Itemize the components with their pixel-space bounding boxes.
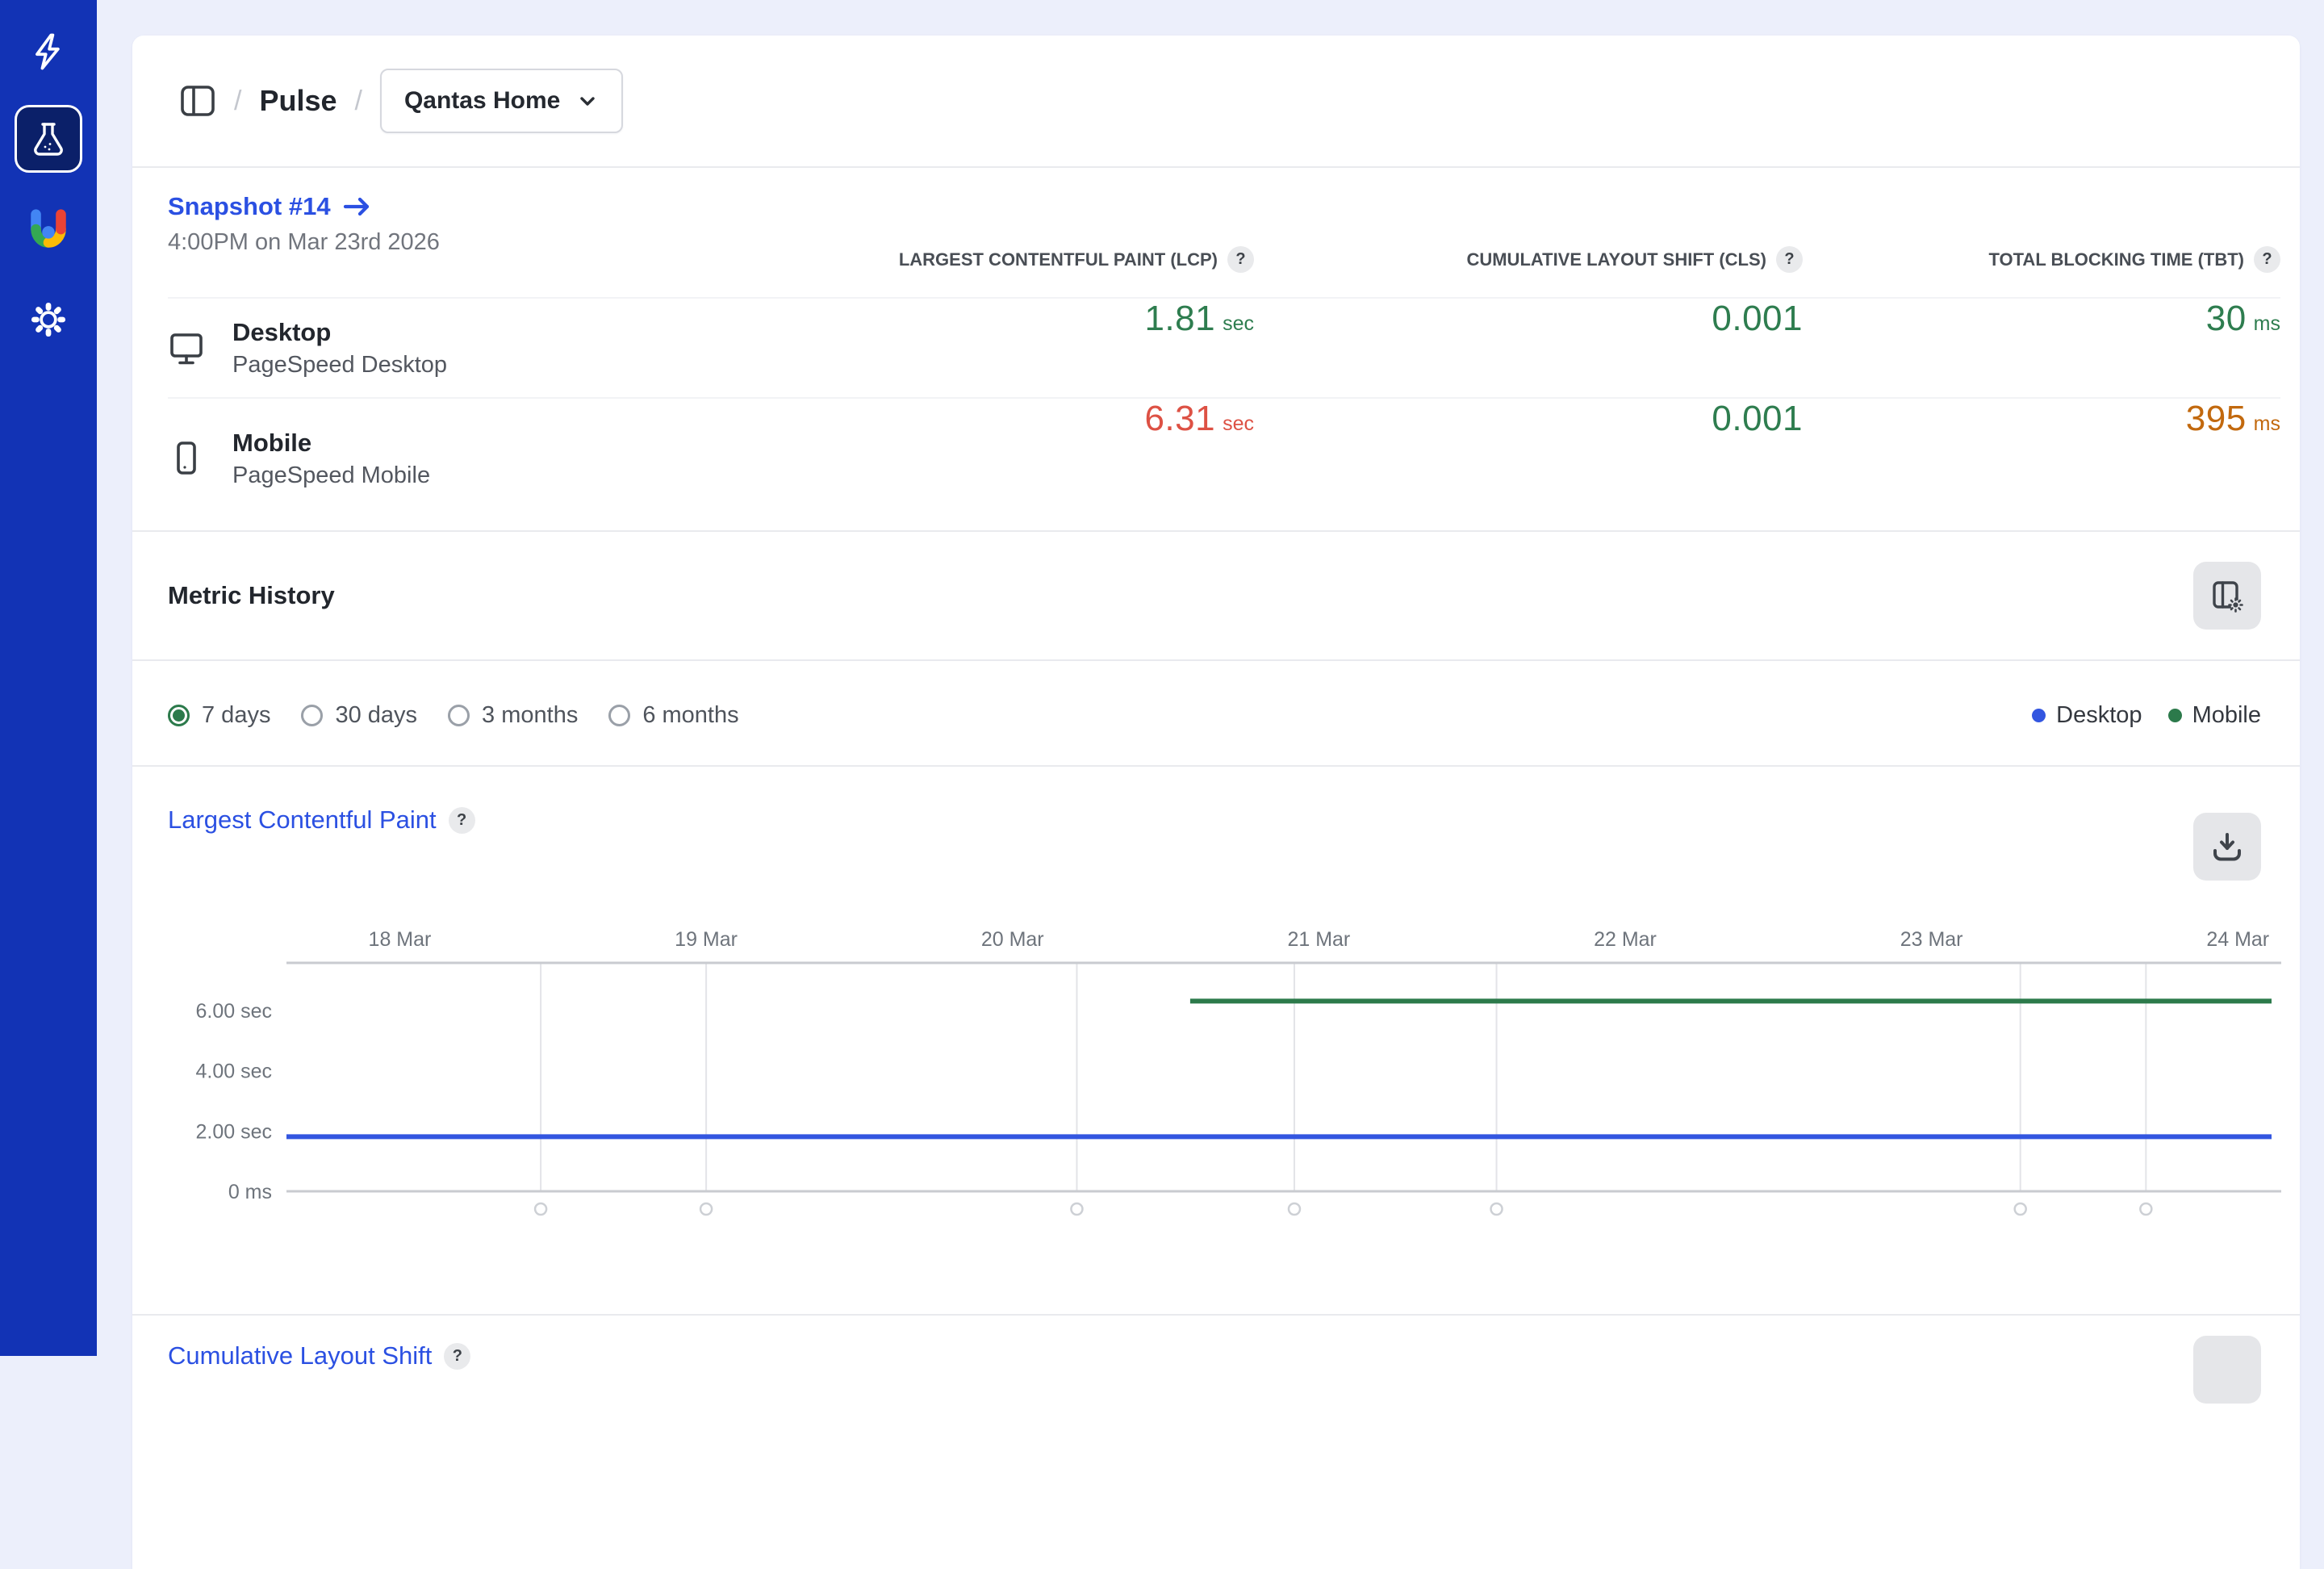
column-header-cls: CUMULATIVE LAYOUT SHIFT (CLS) — [1466, 249, 1766, 270]
device-name: Mobile — [232, 429, 430, 458]
device-source: PageSpeed Mobile — [232, 462, 430, 489]
snapshot-section: Snapshot #14 4:00PM on Mar 23rd 2026 LAR… — [132, 166, 2300, 530]
chevron-down-icon — [576, 90, 599, 112]
x-tick-label: 24 Mar — [2206, 928, 2269, 951]
device-name: Desktop — [232, 318, 447, 347]
column-settings-button[interactable] — [2193, 562, 2261, 630]
table-row-desktop: Desktop PageSpeed Desktop 1.81sec 0.001 … — [168, 297, 2280, 397]
radio-30-days[interactable]: 30 days — [301, 702, 417, 729]
download-chart-button[interactable] — [2193, 813, 2261, 881]
y-tick-label: 4.00 sec — [195, 1061, 272, 1083]
sidebar-item-settings[interactable] — [27, 299, 69, 341]
snapshot-timestamp: 4:00PM on Mar 23rd 2026 — [168, 229, 813, 256]
panel-layout-icon[interactable] — [179, 82, 216, 119]
page-header: / Pulse / Qantas Home — [132, 36, 2300, 166]
snapshot-marker[interactable] — [1071, 1203, 1082, 1215]
cls-chart-title[interactable]: Cumulative Layout Shift — [168, 1341, 432, 1370]
columns-settings-icon — [2209, 577, 2246, 614]
download-icon — [2209, 828, 2246, 865]
cls-chart-section: Cumulative Layout Shift ? — [132, 1314, 2300, 1524]
sidebar — [0, 0, 97, 1356]
metric-value-tbt: 395ms — [1803, 399, 2280, 518]
metric-value-cls: 0.001 — [1254, 299, 1803, 397]
x-tick-label: 18 Mar — [369, 928, 432, 951]
legend-item-mobile: Mobile — [2168, 702, 2261, 729]
snapshot-marker[interactable] — [2015, 1203, 2026, 1215]
legend-dot-desktop — [2032, 709, 2046, 722]
lcp-line-chart: 18 Mar 19 Mar 20 Mar 21 Mar 22 Mar 23 Mar 24 M… — [132, 889, 2300, 1261]
y-tick-label: 2.00 sec — [195, 1120, 272, 1143]
date-range-radios: 7 days 30 days 3 months 6 months — [168, 702, 739, 729]
snapshot-marker[interactable] — [700, 1203, 712, 1215]
help-icon[interactable]: ? — [444, 1343, 470, 1370]
sidebar-item-lab-active[interactable] — [15, 105, 82, 173]
snapshot-marker[interactable] — [1289, 1203, 1300, 1215]
sidebar-item-speed[interactable] — [27, 31, 69, 73]
column-header-tbt: TOTAL BLOCKING TIME (TBT) — [1988, 249, 2244, 270]
desktop-icon — [168, 329, 205, 366]
x-tick-label: 21 Mar — [1287, 928, 1350, 951]
download-chart-button[interactable] — [2193, 1336, 2261, 1404]
metric-value-tbt: 30ms — [1803, 299, 2280, 397]
chart-legend: Desktop Mobile — [2032, 702, 2261, 729]
help-icon[interactable]: ? — [1776, 246, 1803, 273]
legend-item-desktop: Desktop — [2032, 702, 2142, 729]
x-tick-label: 22 Mar — [1594, 928, 1657, 951]
site-selector-label: Qantas Home — [404, 87, 560, 115]
flask-icon — [29, 119, 68, 158]
x-tick-label: 20 Mar — [981, 928, 1044, 951]
radio-6-months[interactable]: 6 months — [608, 702, 738, 729]
breadcrumb-separator: / — [234, 86, 241, 117]
metric-history-title: Metric History — [168, 581, 335, 610]
y-tick-label: 0 ms — [228, 1181, 272, 1203]
mobile-icon — [168, 440, 205, 477]
device-source: PageSpeed Desktop — [232, 352, 447, 379]
unlighthouse-logo — [25, 207, 72, 253]
radio-7-days[interactable]: 7 days — [168, 702, 270, 729]
snapshot-marker[interactable] — [1491, 1203, 1503, 1215]
page-title: Pulse — [259, 84, 336, 118]
help-icon[interactable]: ? — [1227, 246, 1254, 273]
lightning-icon — [27, 31, 69, 73]
snapshot-marker[interactable] — [2140, 1203, 2151, 1215]
breadcrumb-separator: / — [355, 86, 362, 117]
radio-3-months[interactable]: 3 months — [448, 702, 578, 729]
snapshot-header-row: Snapshot #14 4:00PM on Mar 23rd 2026 LAR… — [168, 192, 2280, 297]
table-row-mobile: Mobile PageSpeed Mobile 6.31sec 0.001 39… — [168, 397, 2280, 518]
y-tick-label: 6.00 sec — [195, 1000, 272, 1023]
snapshot-title: Snapshot #14 — [168, 192, 331, 221]
help-icon[interactable]: ? — [2254, 246, 2280, 273]
metric-value-lcp: 6.31sec — [813, 399, 1254, 518]
help-icon[interactable]: ? — [449, 807, 475, 834]
lcp-chart-title[interactable]: Largest Contentful Paint — [168, 805, 437, 835]
x-tick-label: 19 Mar — [675, 928, 738, 951]
date-range-filter-row: 7 days 30 days 3 months 6 months — [132, 659, 2300, 765]
site-selector-dropdown[interactable]: Qantas Home — [380, 69, 623, 133]
content-card: / Pulse / Qantas Home Snapshot #14 — [132, 36, 2300, 1569]
snapshot-link[interactable]: Snapshot #14 — [168, 192, 813, 221]
legend-dot-mobile — [2168, 709, 2182, 722]
x-tick-label: 23 Mar — [1900, 928, 1963, 951]
column-header-lcp: LARGEST CONTENTFUL PAINT (LCP) — [899, 249, 1218, 270]
main-content: / Pulse / Qantas Home Snapshot #14 — [97, 0, 2324, 1356]
snapshot-marker[interactable] — [535, 1203, 546, 1215]
arrow-right-icon — [342, 195, 371, 219]
lcp-chart-section: Largest Contentful Paint ? 18 Mar 19 Mar 2… — [132, 765, 2300, 1314]
metric-value-lcp: 1.81sec — [813, 299, 1254, 397]
sidebar-item-lighthouse[interactable] — [25, 207, 72, 253]
gear-icon — [27, 299, 69, 341]
metric-history-section: Metric History — [132, 530, 2300, 659]
metric-value-cls: 0.001 — [1254, 399, 1803, 518]
